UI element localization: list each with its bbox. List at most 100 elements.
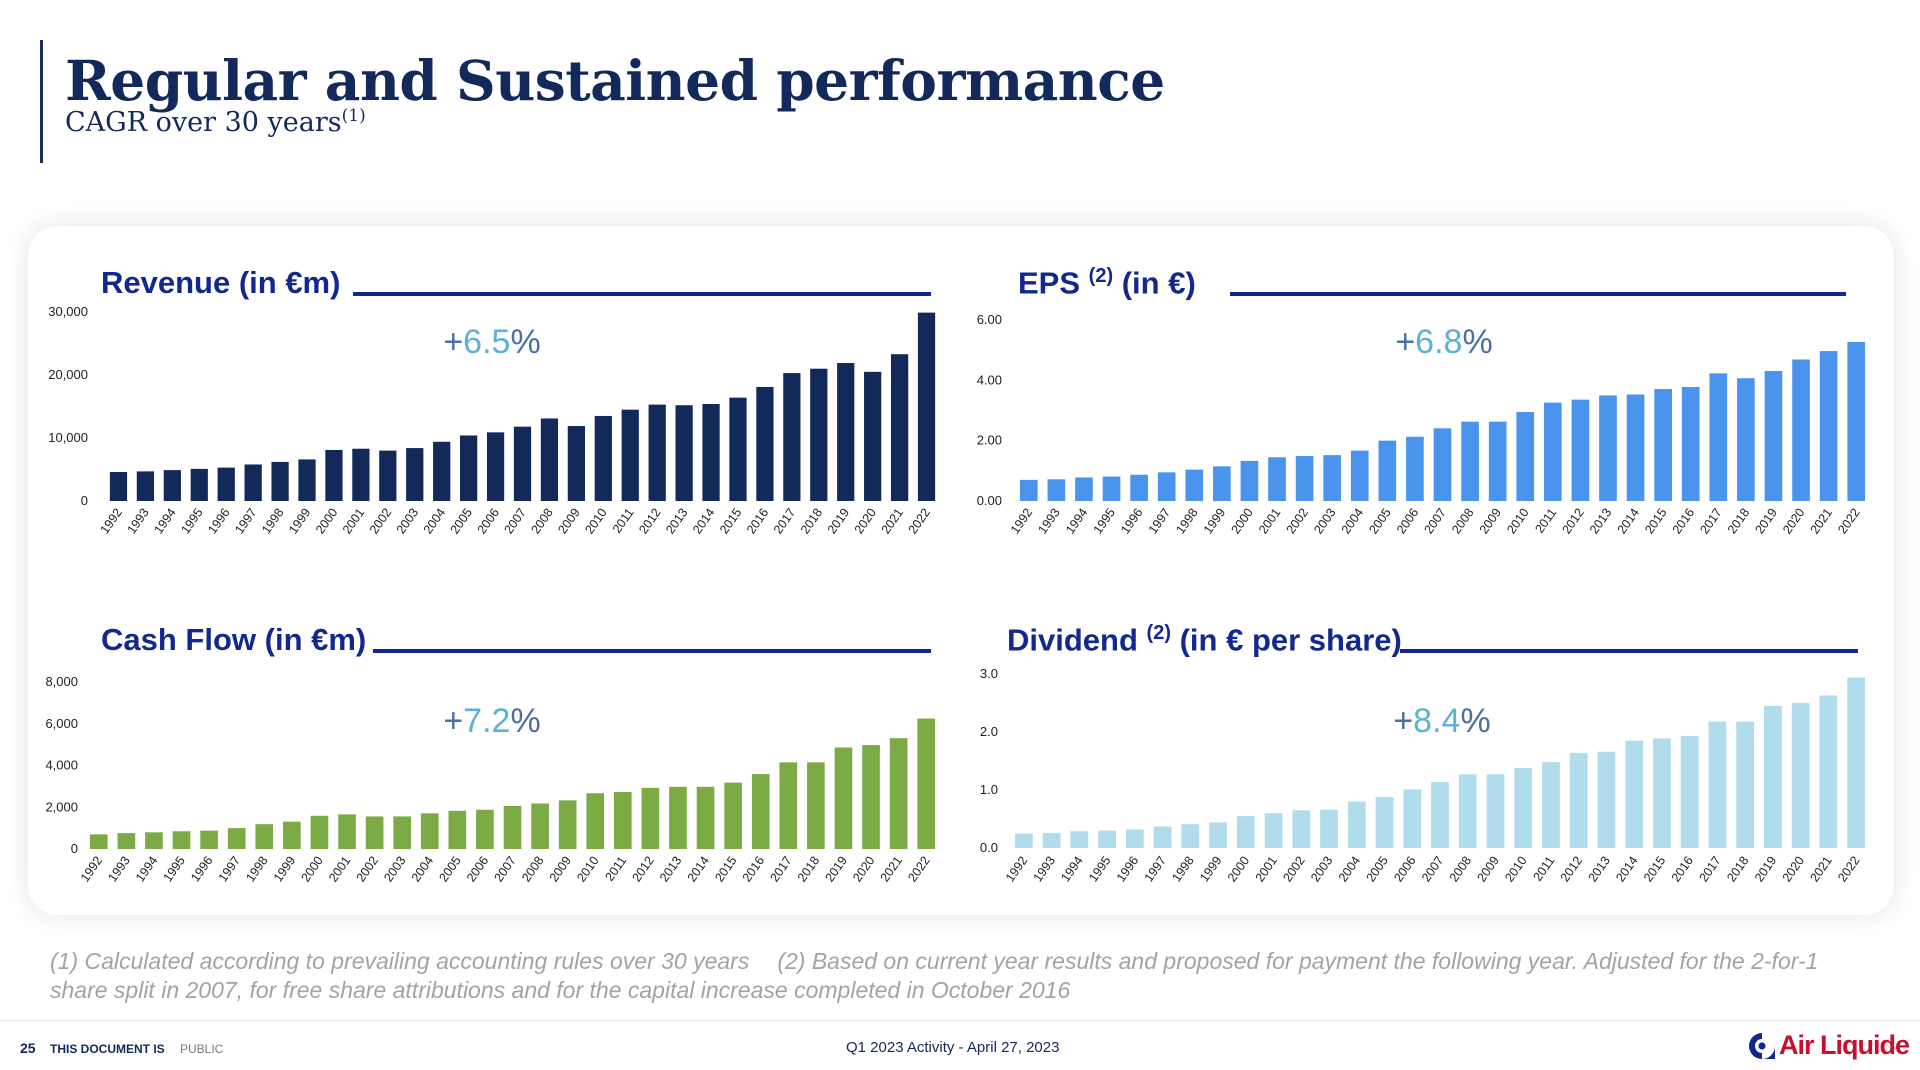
cashflow-bar [696,786,715,849]
eps-bar [1433,428,1452,501]
cashflow-x-tick-label: 2008 [519,854,546,885]
revenue-bar [729,397,747,501]
cashflow-x-tick-label: 1993 [105,854,132,885]
revenue-x-tick-label: 2006 [475,506,502,537]
document-classification-label: THIS DOCUMENT IS [50,1042,165,1056]
revenue-bar [163,470,181,501]
dividend-x-tick-label: 2022 [1835,854,1862,885]
eps-x-tick-label: 1998 [1173,506,1200,537]
cashflow-x-tick-label: 2015 [712,854,739,885]
revenue-x-tick-label: 2011 [610,506,637,536]
eps-x-tick-label: 2000 [1228,506,1255,537]
revenue-bar [702,403,720,501]
dividend-x-tick-label: 2008 [1447,854,1474,885]
dividend-x-tick-label: 2011 [1531,854,1558,884]
dividend-bar [1431,781,1449,848]
revenue-x-tick-label: 2007 [502,506,529,537]
dividend-bar [1486,774,1505,848]
dividend-x-tick-label: 2009 [1475,854,1502,885]
eps-x-tick-label: 2009 [1477,506,1504,537]
revenue-bar [298,459,316,501]
eps-title-rule [1230,292,1846,296]
dividend-bar [1347,801,1366,848]
eps-title-footnote-ref: (2) [1088,265,1114,287]
dividend-bar [1791,703,1810,848]
page-title: Regular and Sustained performance [65,48,1165,113]
cashflow-bar [779,762,798,849]
cashflow-y-tick-label: 8,000 [45,674,78,689]
cashflow-bar [255,824,274,849]
revenue-bar [783,373,801,501]
eps-x-tick-label: 2016 [1670,506,1697,537]
cashflow-bar [476,809,494,849]
cashflow-x-tick-label: 2018 [795,854,822,885]
eps-y-tick-label: 4.00 [977,372,1002,387]
eps-x-tick-label: 2015 [1642,506,1669,537]
revenue-bar [594,415,612,501]
cashflow-bar [807,762,825,849]
cashflow-y-tick-label: 6,000 [45,716,78,731]
dividend-x-tick-label: 2000 [1225,854,1252,885]
eps-cagr-value: 6.8 [1415,323,1463,361]
dividend-bar [1014,833,1033,848]
revenue-cagr-sign: + [443,323,464,361]
cashflow-x-tick-label: 1995 [161,854,188,885]
revenue-x-tick-label: 2019 [825,506,852,537]
revenue-chart-title: Revenue (in €m) [101,265,341,300]
revenue-cagr: +6.5% [443,323,540,362]
revenue-bar [513,426,532,501]
dividend-title-footnote-ref: (2) [1146,622,1171,644]
cashflow-y-tick-label: 0 [71,841,78,856]
dividend-x-tick-label: 2005 [1364,854,1391,885]
eps-bar [1461,421,1479,501]
cashflow-bar [338,814,356,849]
revenue-x-tick-label: 1993 [124,506,151,537]
cashflow-x-tick-label: 2000 [298,854,325,885]
eps-x-tick-label: 2021 [1808,506,1835,537]
dividend-y-tick-label: 1.0 [980,782,998,797]
revenue-x-tick-label: 2014 [690,506,717,537]
revenue-bar [917,312,936,501]
dividend-x-tick-label: 2016 [1669,854,1696,885]
dividend-title-main: Dividend [1007,622,1138,658]
cashflow-bar [117,833,136,849]
revenue-x-tick-label: 2012 [636,506,663,537]
dividend-x-tick-label: 2002 [1280,854,1307,885]
cashflow-cagr-unit: % [510,702,541,740]
cashflow-x-tick-label: 1994 [133,854,160,885]
dividend-bar [1736,721,1755,848]
dividend-x-tick-label: 2003 [1308,854,1335,885]
revenue-x-tick-label: 1997 [232,506,259,537]
eps-bar [1185,469,1204,501]
revenue-x-tick-label: 1998 [259,506,286,537]
cashflow-bar [89,834,108,849]
eps-bar [1350,450,1369,501]
dividend-x-tick-label: 1997 [1142,854,1169,885]
dividend-bar [1847,677,1866,848]
revenue-x-tick-label: 2016 [744,506,771,537]
revenue-x-tick-label: 2002 [367,506,394,537]
cashflow-x-tick-label: 2016 [740,854,767,885]
cashflow-bar [503,805,522,849]
revenue-bar [460,435,478,501]
eps-x-tick-label: 2017 [1697,506,1724,537]
eps-title-main: EPS [1018,265,1081,301]
revenue-x-tick-label: 2018 [798,506,825,537]
dividend-y-tick-label: 3.0 [980,666,998,681]
dividend-bar [1042,832,1061,848]
cashflow-bar [200,830,218,849]
dividend-bar [1292,810,1311,848]
eps-cagr-unit: % [1462,323,1493,361]
eps-bar [1737,378,1755,501]
revenue-bar [810,368,828,501]
dividend-bar [1597,751,1616,848]
eps-bar [1102,476,1121,501]
footnotes: (1) Calculated according to prevailing a… [50,947,1870,1005]
revenue-x-tick-label: 2008 [528,506,555,537]
eps-bar [1792,359,1810,501]
dividend-bar [1458,774,1477,848]
cashflow-x-tick-label: 2013 [657,854,684,885]
footer-divider [0,1020,1920,1021]
cashflow-x-tick-label: 2017 [767,854,794,885]
cashflow-x-tick-label: 1992 [78,854,105,885]
